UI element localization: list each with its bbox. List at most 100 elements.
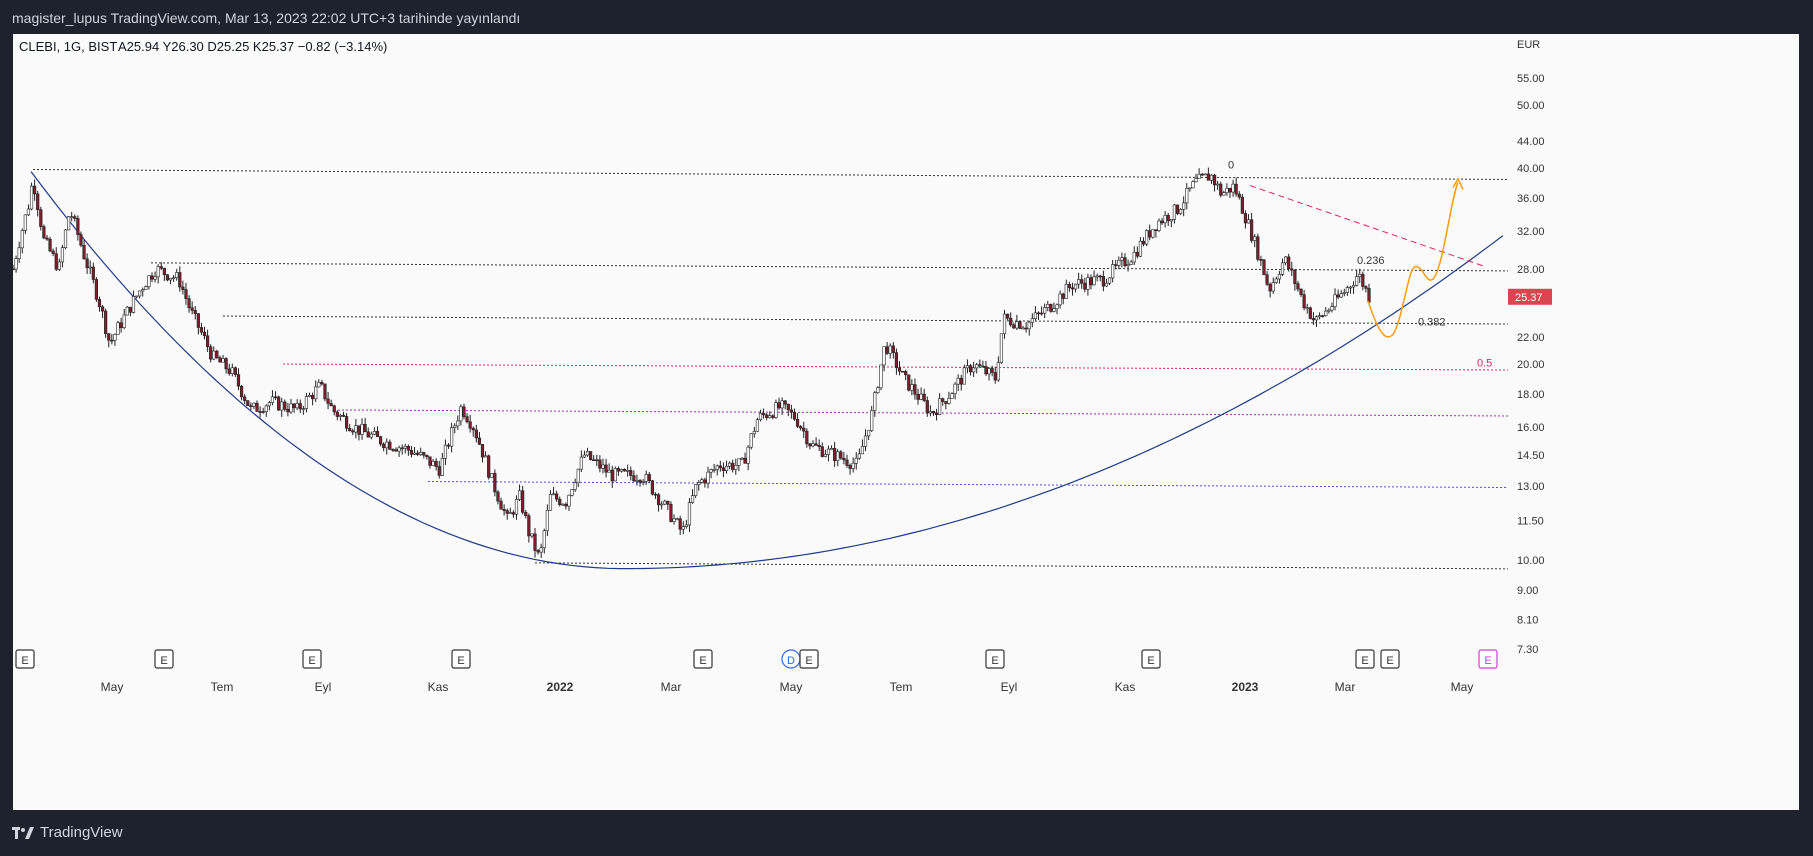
y-tick-label: 10.00	[1517, 555, 1545, 567]
candle-body	[1188, 187, 1192, 190]
candle-body	[1157, 220, 1161, 231]
candle-body	[1092, 276, 1096, 286]
candle-body	[1172, 204, 1177, 220]
candle-body	[607, 469, 611, 473]
candle-body	[1367, 288, 1371, 303]
candle-body	[230, 367, 234, 374]
candle-body	[539, 547, 543, 553]
candle-body	[388, 441, 392, 450]
candle-body	[1209, 174, 1214, 181]
candle-body	[1317, 315, 1322, 318]
candle-body	[13, 268, 15, 271]
candle-body	[632, 475, 636, 482]
candle-body	[931, 411, 936, 414]
candle-body	[1234, 183, 1238, 195]
candle-body	[385, 441, 389, 449]
x-tick-label: May	[780, 680, 803, 694]
candle-body	[431, 460, 435, 466]
candle-body	[116, 322, 120, 335]
candle-body	[212, 350, 216, 360]
candle-body	[113, 334, 117, 341]
candle-body	[172, 277, 176, 279]
y-tick-label: 55.00	[1517, 73, 1545, 85]
y-tick-label: 32.00	[1517, 226, 1545, 238]
candle-body	[1101, 275, 1105, 287]
tradingview-brand[interactable]: TradingView	[12, 824, 123, 841]
candle-body	[789, 409, 793, 413]
candle-body	[178, 272, 182, 288]
candle-body	[440, 458, 444, 476]
candle-body	[1166, 215, 1170, 222]
candle-body	[1342, 292, 1346, 294]
candlestick-chart[interactable]: 0 0.236 0.382 0.5 EUR 55.00 50.00 44.00 40.00 36…	[13, 34, 1799, 810]
candle-body	[1067, 284, 1071, 289]
candle-body	[1194, 178, 1198, 183]
candle-body	[283, 401, 287, 410]
candle-body	[153, 276, 157, 280]
candle-body	[653, 493, 658, 496]
candle-body	[965, 365, 970, 369]
candle-body	[647, 474, 651, 482]
candle-body	[792, 411, 797, 420]
candle-body	[366, 431, 370, 438]
candle-body	[678, 518, 682, 530]
chart-pane[interactable]: 0 0.236 0.382 0.5 EUR 55.00 50.00 44.00 40.00 36…	[13, 34, 1799, 810]
candle-body	[669, 503, 673, 522]
candle-body	[805, 430, 809, 445]
candle-body	[17, 247, 21, 259]
candle-body	[956, 377, 960, 385]
earnings-marker	[693, 649, 713, 669]
candle-body	[147, 275, 151, 287]
candle-body	[270, 396, 275, 403]
candle-body	[561, 503, 565, 506]
candle-body	[771, 415, 775, 418]
candle-body	[1324, 310, 1328, 316]
candle-body	[545, 509, 549, 532]
candle-body	[348, 428, 352, 432]
candle-body	[187, 298, 191, 309]
y-tick-label: 40.00	[1517, 163, 1545, 175]
candle-body	[885, 346, 889, 354]
candle-body	[168, 277, 173, 281]
candle-body	[576, 468, 580, 484]
candle-body	[1018, 321, 1022, 329]
candle-body	[1151, 229, 1155, 238]
candle-body	[474, 429, 478, 439]
candle-body	[740, 457, 744, 460]
candle-body	[968, 365, 973, 373]
candle-body	[774, 402, 778, 418]
candle-body	[718, 465, 722, 469]
candle-body	[731, 462, 735, 470]
projection-arrow	[1367, 182, 1459, 338]
candle-body	[876, 387, 880, 393]
candle-body	[1095, 275, 1099, 278]
candle-body	[959, 377, 963, 385]
x-tick-label: Tem	[211, 680, 234, 694]
candle-body	[582, 454, 587, 458]
x-tick-label: Kas	[428, 680, 449, 694]
candle-body	[131, 296, 136, 313]
candle-body	[1036, 312, 1041, 315]
candle-body	[589, 451, 593, 461]
candle-body	[159, 266, 163, 269]
candle-body	[894, 352, 899, 369]
candle-body	[39, 209, 43, 227]
candle-body	[610, 469, 614, 482]
candle-body	[1280, 262, 1285, 275]
candle-body	[999, 333, 1004, 363]
candle-body	[493, 473, 497, 493]
candle-body	[1333, 294, 1337, 307]
fib-label: 0	[1228, 159, 1234, 171]
candle-body	[870, 410, 874, 431]
candle-body	[1287, 256, 1291, 270]
candle-body	[996, 362, 1000, 381]
candle-body	[1345, 287, 1349, 293]
candle-body	[1197, 173, 1201, 179]
candle-body	[338, 414, 343, 417]
candle-body	[598, 459, 602, 469]
candle-body	[1145, 230, 1149, 245]
candle-body	[978, 364, 982, 367]
candle-body	[848, 465, 852, 469]
candle-body	[916, 394, 920, 400]
candle-body	[972, 367, 976, 373]
